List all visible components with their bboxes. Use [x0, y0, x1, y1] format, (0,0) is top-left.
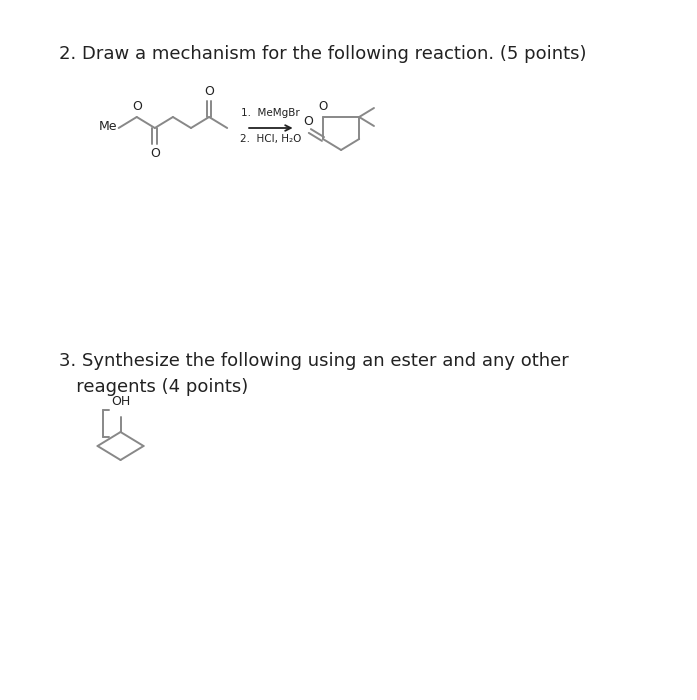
Text: O: O [132, 100, 141, 113]
Text: reagents (4 points): reagents (4 points) [59, 378, 248, 396]
Text: O: O [150, 147, 160, 160]
Text: OH: OH [111, 395, 130, 408]
Text: 1.  MeMgBr: 1. MeMgBr [241, 108, 300, 118]
Text: O: O [303, 115, 313, 128]
Text: 3. Synthesize the following using an ester and any other: 3. Synthesize the following using an est… [59, 352, 569, 370]
Text: Me: Me [98, 120, 117, 134]
Text: 2.  HCI, H₂O: 2. HCI, H₂O [240, 134, 302, 144]
Text: 2. Draw a mechanism for the following reaction. (5 points): 2. Draw a mechanism for the following re… [59, 45, 586, 63]
Text: O: O [319, 100, 328, 113]
Text: O: O [204, 85, 214, 98]
